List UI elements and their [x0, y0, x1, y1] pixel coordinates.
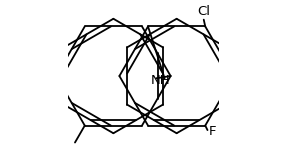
Text: F: F: [209, 125, 216, 138]
Text: NH: NH: [150, 74, 170, 87]
Text: Cl: Cl: [197, 5, 210, 18]
